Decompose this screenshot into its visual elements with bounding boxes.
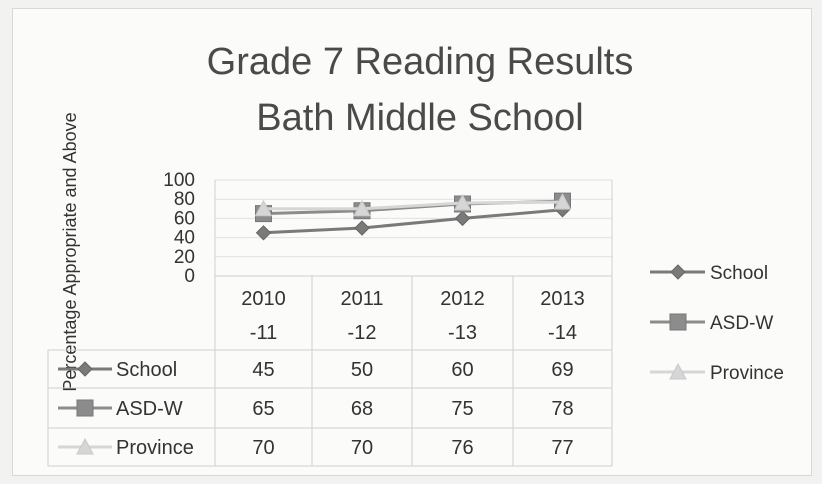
table-series-name: School — [116, 359, 177, 381]
legend-label: Province — [710, 363, 784, 384]
table-legend-marker-school — [77, 361, 93, 377]
series-line-school — [263, 208, 563, 235]
chart-title: Grade 7 Reading Results — [206, 41, 634, 83]
legend-marker-province — [669, 362, 687, 380]
data-label: 68 — [351, 398, 373, 420]
y-tick-label: 0 — [184, 266, 195, 287]
y-tick-label: 60 — [174, 208, 195, 229]
point-province — [553, 193, 572, 210]
legend-label: School — [710, 263, 768, 284]
table-legend-marker-province — [76, 437, 94, 455]
point-school — [255, 225, 272, 241]
x-category-label: 2011 -12 — [340, 288, 383, 344]
point-school — [454, 210, 471, 227]
data-label: 78 — [551, 398, 573, 420]
legend-marker-school — [670, 264, 686, 280]
data-label: 60 — [451, 359, 473, 381]
data-label: 69 — [551, 359, 573, 381]
legend-marker-asd-w — [669, 313, 687, 331]
point-province — [453, 193, 472, 211]
point-province — [254, 199, 273, 217]
data-label: 76 — [451, 437, 473, 459]
data-label: 50 — [351, 359, 373, 381]
x-category-label: 2013 -14 — [540, 288, 585, 344]
y-tick-label: 80 — [174, 189, 195, 210]
x-category-label: 2010 -11 — [241, 288, 286, 344]
data-label: 75 — [451, 398, 473, 420]
y-tick-label: 40 — [174, 228, 195, 249]
series-line-province — [263, 200, 563, 211]
legend-label: ASD-W — [710, 313, 773, 334]
data-label: 77 — [551, 437, 573, 459]
point-school — [354, 220, 370, 236]
data-label: 45 — [252, 359, 274, 381]
data-label: 65 — [252, 398, 274, 420]
y-tick-label: 100 — [163, 170, 195, 191]
table-legend-marker-asd-w — [76, 399, 94, 417]
x-category-label: 2012 -13 — [440, 288, 485, 344]
table-series-name: ASD-W — [116, 398, 183, 420]
table-series-name: Province — [116, 437, 194, 459]
data-label: 70 — [351, 437, 373, 459]
data-label: 70 — [252, 437, 274, 459]
point-province — [353, 199, 371, 217]
y-tick-label: 20 — [174, 247, 195, 268]
chart-subtitle: Bath Middle School — [256, 97, 584, 139]
